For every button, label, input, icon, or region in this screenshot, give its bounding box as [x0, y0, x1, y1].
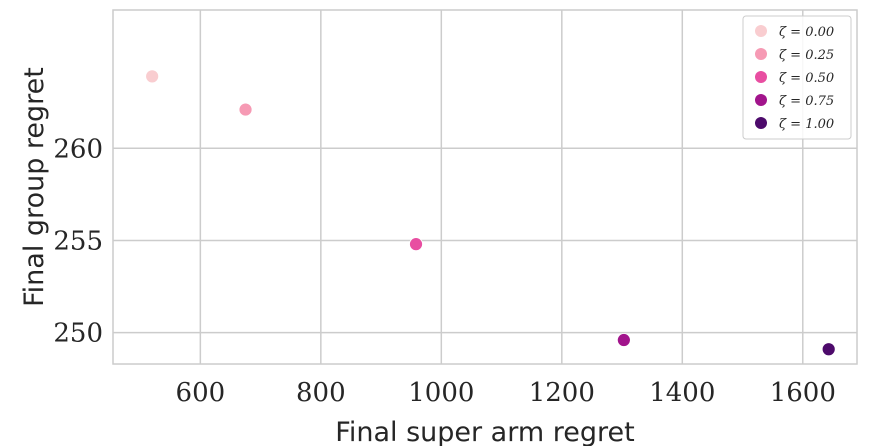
- data-points: [145, 69, 836, 357]
- x-tick-label: 1200: [529, 378, 595, 408]
- plot-frame: [112, 9, 858, 365]
- data-point: [238, 102, 253, 117]
- x-tick-label: 1600: [770, 378, 836, 408]
- y-tick-label: 255: [53, 226, 103, 256]
- x-tick-label: 1000: [408, 378, 474, 408]
- y-tick-label: 260: [53, 134, 103, 164]
- data-point: [409, 237, 423, 252]
- legend-marker: [755, 71, 767, 83]
- legend-marker: [755, 25, 767, 37]
- legend-marker: [755, 94, 767, 106]
- x-axis-label: Final super arm regret: [335, 417, 634, 446]
- legend: ζ = 0.00 ζ = 0.25 ζ = 0.50 ζ = 0.75 ζ = 1.00: [742, 15, 852, 140]
- legend-label: ζ = 0.25: [779, 48, 834, 63]
- legend-box: [742, 15, 852, 140]
- legend-marker: [755, 48, 767, 60]
- x-tick-label: 600: [176, 378, 226, 408]
- legend-label: ζ = 0.50: [779, 71, 834, 86]
- x-tick-labels: 600 800 1000 1200 1400 1600: [176, 378, 836, 408]
- y-tick-labels: 250 255 260: [53, 134, 103, 348]
- data-point: [616, 333, 631, 347]
- data-point: [145, 69, 160, 84]
- y-axis-label: Final group regret: [19, 67, 50, 307]
- legend-label: ζ = 1.00: [779, 117, 834, 132]
- legend-label: ζ = 0.00: [779, 25, 834, 40]
- legend-label: ζ = 0.75: [779, 94, 834, 109]
- legend-marker: [755, 117, 767, 129]
- x-tick-label: 1400: [649, 378, 715, 408]
- x-tick-label: 800: [296, 378, 346, 408]
- y-tick-label: 250: [53, 319, 103, 349]
- data-point: [821, 342, 836, 357]
